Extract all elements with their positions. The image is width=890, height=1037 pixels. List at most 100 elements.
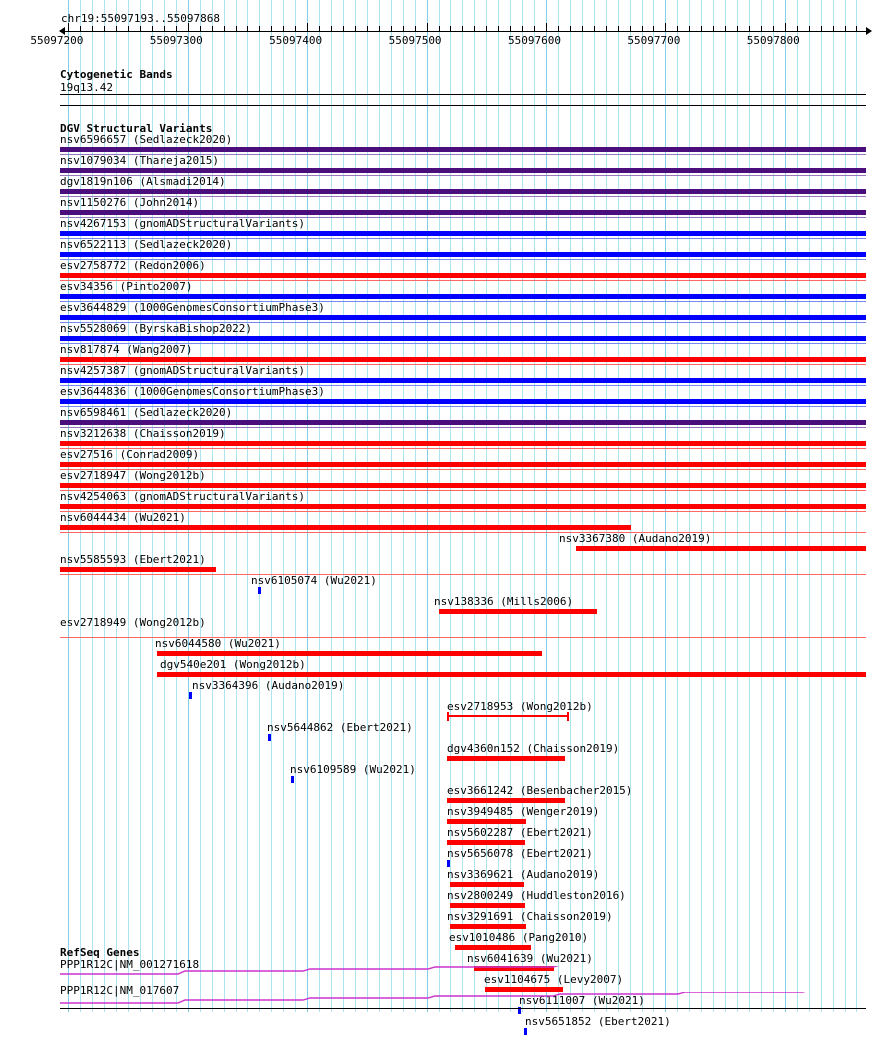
dgv-variant-bar[interactable] bbox=[450, 924, 526, 929]
dgv-variant-label[interactable]: nsv6044434 (Wu2021) bbox=[60, 511, 186, 524]
dgv-variant-bar[interactable] bbox=[474, 966, 554, 971]
dgv-variant-row[interactable]: nsv5602287 (Ebert2021) bbox=[0, 827, 890, 848]
dgv-variant-bar[interactable] bbox=[60, 336, 866, 341]
right-arrow-icon[interactable] bbox=[866, 27, 872, 35]
dgv-variant-bar[interactable] bbox=[60, 273, 866, 278]
dgv-variant-bar[interactable] bbox=[189, 692, 192, 699]
dgv-variant-row[interactable]: esv3644836 (1000GenomesConsortiumPhase3) bbox=[0, 386, 890, 407]
dgv-variant-row[interactable]: nsv6109589 (Wu2021) bbox=[0, 764, 890, 785]
dgv-variant-label[interactable]: nsv3291691 (Chaisson2019) bbox=[447, 910, 613, 923]
dgv-variant-label[interactable]: nsv1150276 (John2014) bbox=[60, 196, 200, 209]
dgv-variant-label[interactable]: esv34356 (Pinto2007) bbox=[60, 280, 193, 293]
dgv-variant-bar[interactable] bbox=[60, 294, 866, 299]
dgv-variant-label[interactable]: nsv2800249 (Huddleston2016) bbox=[447, 889, 626, 902]
dgv-variant-row[interactable]: nsv5585593 (Ebert2021) bbox=[0, 554, 890, 575]
dgv-variant-row[interactable]: nsv1079034 (Thareja2015) bbox=[0, 155, 890, 176]
dgv-variant-row[interactable]: dgv540e201 (Wong2012b) bbox=[0, 659, 890, 680]
dgv-variant-bar[interactable] bbox=[60, 189, 866, 194]
dgv-variant-label[interactable]: esv27516 (Conrad2009) bbox=[60, 448, 200, 461]
dgv-variant-row[interactable]: nsv817874 (Wang2007) bbox=[0, 344, 890, 365]
dgv-variant-bar[interactable] bbox=[268, 734, 271, 741]
dgv-variant-row[interactable]: esv3644829 (1000GenomesConsortiumPhase3) bbox=[0, 302, 890, 323]
dgv-variant-row[interactable]: esv2758772 (Redon2006) bbox=[0, 260, 890, 281]
dgv-variant-bar[interactable] bbox=[60, 378, 866, 383]
dgv-variant-bar[interactable] bbox=[60, 567, 216, 572]
dgv-variant-row[interactable]: esv1104675 (Levy2007) bbox=[0, 974, 890, 995]
dgv-variant-row[interactable]: esv2718953 (Wong2012b) bbox=[0, 701, 890, 722]
dgv-variant-bar[interactable] bbox=[524, 1028, 527, 1035]
dgv-variant-bar[interactable] bbox=[60, 420, 866, 425]
dgv-variant-label[interactable]: dgv540e201 (Wong2012b) bbox=[160, 658, 306, 671]
dgv-variant-bar[interactable] bbox=[455, 945, 531, 950]
dgv-variant-bar[interactable] bbox=[450, 903, 525, 908]
dgv-variant-row[interactable]: dgv1819n106 (Alsmadi2014) bbox=[0, 176, 890, 197]
dgv-variant-label[interactable]: nsv817874 (Wang2007) bbox=[60, 343, 193, 356]
dgv-variant-label[interactable]: nsv6109589 (Wu2021) bbox=[290, 763, 416, 776]
dgv-variant-label[interactable]: nsv6111007 (Wu2021) bbox=[519, 994, 645, 1007]
dgv-variant-bar[interactable] bbox=[60, 357, 866, 362]
dgv-variant-bar[interactable] bbox=[291, 776, 294, 783]
dgv-variant-bar[interactable] bbox=[450, 882, 524, 887]
dgv-variant-label[interactable]: nsv5585593 (Ebert2021) bbox=[60, 553, 206, 566]
dgv-variant-row[interactable]: nsv6522113 (Sedlazeck2020) bbox=[0, 239, 890, 260]
dgv-variant-label[interactable]: nsv3367380 (Audano2019) bbox=[559, 532, 712, 545]
dgv-variant-row[interactable]: nsv5651852 (Ebert2021) bbox=[0, 1016, 890, 1037]
left-arrow-icon[interactable] bbox=[59, 27, 65, 35]
dgv-variant-label[interactable]: nsv3212638 (Chaisson2019) bbox=[60, 427, 226, 440]
dgv-variant-row[interactable]: esv1010486 (Pang2010) bbox=[0, 932, 890, 953]
dgv-variant-bar[interactable] bbox=[60, 462, 866, 467]
dgv-variant-label[interactable]: esv3661242 (Besenbacher2015) bbox=[447, 784, 633, 797]
dgv-variant-label[interactable]: nsv138336 (Mills2006) bbox=[434, 595, 574, 608]
dgv-variant-row[interactable]: nsv2800249 (Huddleston2016) bbox=[0, 890, 890, 911]
dgv-variant-label[interactable]: nsv5528069 (ByrskaBishop2022) bbox=[60, 322, 253, 335]
dgv-variant-bar[interactable] bbox=[60, 525, 631, 530]
dgv-variant-label[interactable]: esv3644836 (1000GenomesConsortiumPhase3) bbox=[60, 385, 325, 398]
dgv-variant-bar[interactable] bbox=[60, 147, 866, 152]
dgv-variant-row[interactable]: esv2718947 (Wong2012b) bbox=[0, 470, 890, 491]
dgv-variant-row[interactable]: nsv3949485 (Wenger2019) bbox=[0, 806, 890, 827]
dgv-variant-label[interactable]: nsv3369621 (Audano2019) bbox=[447, 868, 600, 881]
dgv-variant-bar[interactable] bbox=[60, 315, 866, 320]
dgv-variant-bar[interactable] bbox=[60, 441, 866, 446]
dgv-variant-row[interactable]: nsv6596657 (Sedlazeck2020) bbox=[0, 134, 890, 155]
dgv-variant-bar[interactable] bbox=[518, 1007, 521, 1014]
refseq-transcript-track-0[interactable] bbox=[60, 966, 866, 980]
dgv-variant-row[interactable]: nsv3367380 (Audano2019) bbox=[0, 533, 890, 554]
dgv-variant-label[interactable]: esv1010486 (Pang2010) bbox=[449, 931, 589, 944]
dgv-variant-bar[interactable] bbox=[157, 672, 866, 677]
dgv-variant-bar[interactable] bbox=[439, 609, 597, 614]
dgv-variant-bar[interactable] bbox=[447, 798, 565, 803]
dgv-variant-label[interactable]: nsv6596657 (Sedlazeck2020) bbox=[60, 133, 233, 146]
dgv-variant-bar[interactable] bbox=[447, 756, 565, 761]
dgv-variant-bar[interactable] bbox=[60, 231, 866, 236]
dgv-variant-bar[interactable] bbox=[447, 840, 525, 845]
dgv-variant-label[interactable]: nsv5656078 (Ebert2021) bbox=[447, 847, 593, 860]
dgv-variant-label[interactable]: esv3644829 (1000GenomesConsortiumPhase3) bbox=[60, 301, 325, 314]
dgv-variant-label[interactable]: nsv1079034 (Thareja2015) bbox=[60, 154, 219, 167]
dgv-variant-row[interactable]: nsv3291691 (Chaisson2019) bbox=[0, 911, 890, 932]
dgv-variant-bar[interactable] bbox=[157, 651, 542, 656]
dgv-variant-label[interactable]: nsv6041639 (Wu2021) bbox=[467, 952, 593, 965]
dgv-variant-label[interactable]: nsv5651852 (Ebert2021) bbox=[525, 1015, 671, 1028]
refseq-transcript-track-1[interactable] bbox=[60, 992, 866, 1006]
dgv-variant-label[interactable]: dgv1819n106 (Alsmadi2014) bbox=[60, 175, 226, 188]
dgv-variant-bar[interactable] bbox=[60, 168, 866, 173]
dgv-variant-bar[interactable] bbox=[60, 483, 866, 488]
dgv-variant-row[interactable]: nsv6598461 (Sedlazeck2020) bbox=[0, 407, 890, 428]
dgv-variant-row[interactable]: nsv3364396 (Audano2019) bbox=[0, 680, 890, 701]
ruler[interactable]: chr19:55097193..55097868 55097200 5509730… bbox=[0, 0, 890, 56]
dgv-variant-label[interactable]: nsv3364396 (Audano2019) bbox=[192, 679, 345, 692]
dgv-variant-row[interactable]: nsv1150276 (John2014) bbox=[0, 197, 890, 218]
dgv-variant-row[interactable]: nsv138336 (Mills2006) bbox=[0, 596, 890, 617]
refseq-transcript-label-1[interactable]: PPP1R12C|NM_017607 bbox=[60, 984, 180, 997]
dgv-variant-label[interactable]: dgv4360n152 (Chaisson2019) bbox=[447, 742, 620, 755]
dgv-variant-row[interactable]: nsv5656078 (Ebert2021) bbox=[0, 848, 890, 869]
dgv-variant-bar[interactable] bbox=[258, 587, 261, 594]
dgv-variant-label[interactable]: nsv6522113 (Sedlazeck2020) bbox=[60, 238, 233, 251]
cytoband-label[interactable]: 19q13.42 bbox=[60, 81, 113, 94]
dgv-variant-label[interactable]: nsv3949485 (Wenger2019) bbox=[447, 805, 600, 818]
dgv-variant-row[interactable]: nsv6041639 (Wu2021) bbox=[0, 953, 890, 974]
dgv-variant-bar[interactable] bbox=[576, 546, 866, 551]
dgv-variant-label[interactable]: nsv4254063 (gnomADStructuralVariants) bbox=[60, 490, 306, 503]
dgv-variant-label[interactable]: nsv5644862 (Ebert2021) bbox=[267, 721, 413, 734]
